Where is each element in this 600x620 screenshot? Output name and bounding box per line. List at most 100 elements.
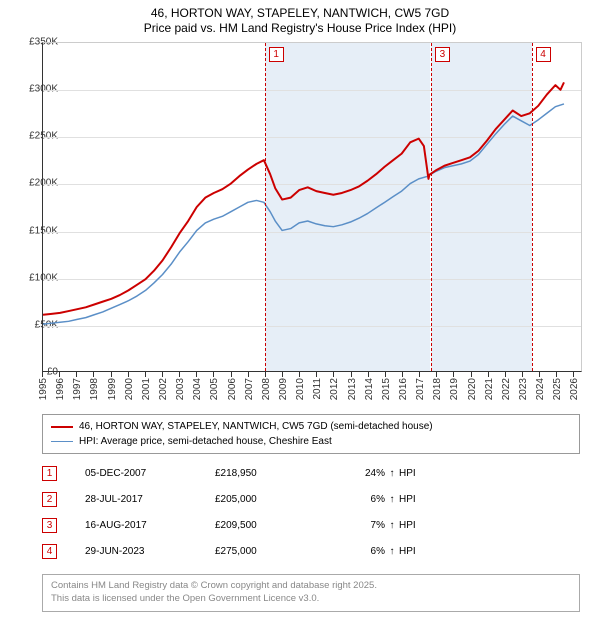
x-tick-label: 1998 [89, 378, 100, 400]
footer-line-2: This data is licensed under the Open Gov… [51, 593, 571, 606]
up-arrow-icon: ↑ [385, 494, 399, 505]
title-line-1: 46, HORTON WAY, STAPELEY, NANTWICH, CW5 … [0, 6, 600, 21]
x-tick-label: 2006 [227, 378, 238, 400]
x-tick-label: 2014 [364, 378, 375, 400]
x-tick [453, 372, 454, 377]
x-tick-label: 2024 [535, 378, 546, 400]
x-tick-label: 2023 [518, 378, 529, 400]
x-tick [419, 372, 420, 377]
x-tick-label: 2009 [278, 378, 289, 400]
event-date: 28-JUL-2017 [85, 494, 215, 505]
event-date: 29-JUN-2023 [85, 546, 215, 557]
legend-label-red: 46, HORTON WAY, STAPELEY, NANTWICH, CW5 … [79, 419, 433, 434]
legend-item-blue: HPI: Average price, semi-detached house,… [51, 434, 571, 449]
event-number-box: 4 [42, 544, 57, 559]
x-tick [179, 372, 180, 377]
table-row: 3 16-AUG-2017£209,5007%↑HPI [42, 512, 580, 538]
legend-item-red: 46, HORTON WAY, STAPELEY, NANTWICH, CW5 … [51, 419, 571, 434]
up-arrow-icon: ↑ [385, 546, 399, 557]
x-tick-label: 2011 [312, 378, 323, 400]
x-tick-label: 2019 [449, 378, 460, 400]
x-tick [282, 372, 283, 377]
footer-note: Contains HM Land Registry data © Crown c… [42, 574, 580, 612]
up-arrow-icon: ↑ [385, 520, 399, 531]
event-price: £275,000 [215, 546, 325, 557]
x-tick-label: 2001 [141, 378, 152, 400]
x-tick-label: 2020 [467, 378, 478, 400]
x-tick-label: 2021 [484, 378, 495, 400]
x-tick [76, 372, 77, 377]
x-tick-label: 2008 [261, 378, 272, 400]
chart-lines [43, 43, 581, 371]
x-tick [196, 372, 197, 377]
page-root: 46, HORTON WAY, STAPELEY, NANTWICH, CW5 … [0, 0, 600, 620]
chart-plot-area: 134 [42, 42, 582, 372]
event-marker-box: 1 [269, 47, 284, 62]
event-pct: 7% [325, 520, 385, 531]
x-tick-label: 2018 [432, 378, 443, 400]
x-tick [111, 372, 112, 377]
x-tick [59, 372, 60, 377]
x-tick-label: 2012 [329, 378, 340, 400]
x-tick [316, 372, 317, 377]
event-number-box: 2 [42, 492, 57, 507]
event-price: £218,950 [215, 468, 325, 479]
x-tick-label: 2002 [158, 378, 169, 400]
x-tick-label: 2017 [415, 378, 426, 400]
event-suffix: HPI [399, 468, 439, 479]
x-tick-label: 2015 [381, 378, 392, 400]
x-tick-label: 2000 [124, 378, 135, 400]
event-date: 05-DEC-2007 [85, 468, 215, 479]
event-pct: 24% [325, 468, 385, 479]
x-tick [539, 372, 540, 377]
event-number-box: 3 [42, 518, 57, 533]
x-tick-label: 2025 [552, 378, 563, 400]
event-price: £209,500 [215, 520, 325, 531]
x-tick [162, 372, 163, 377]
event-marker-box: 4 [536, 47, 551, 62]
x-tick [213, 372, 214, 377]
x-tick [351, 372, 352, 377]
x-tick [522, 372, 523, 377]
event-pct: 6% [325, 546, 385, 557]
x-tick-label: 2016 [398, 378, 409, 400]
legend-label-blue: HPI: Average price, semi-detached house,… [79, 434, 332, 449]
event-suffix: HPI [399, 546, 439, 557]
event-price: £205,000 [215, 494, 325, 505]
x-tick [573, 372, 574, 377]
event-marker-line [532, 43, 533, 371]
x-tick-label: 1995 [38, 378, 49, 400]
line-hpi [43, 104, 564, 324]
x-tick-label: 2010 [295, 378, 306, 400]
up-arrow-icon: ↑ [385, 468, 399, 479]
x-tick [93, 372, 94, 377]
x-tick-label: 1997 [72, 378, 83, 400]
x-tick [505, 372, 506, 377]
x-tick [128, 372, 129, 377]
x-tick-label: 2005 [209, 378, 220, 400]
x-tick [368, 372, 369, 377]
line-price [43, 82, 564, 314]
table-row: 105-DEC-2007£218,95024%↑HPI [42, 460, 580, 486]
event-suffix: HPI [399, 494, 439, 505]
legend-swatch-blue [51, 441, 73, 442]
event-date: 16-AUG-2017 [85, 520, 215, 531]
x-tick-label: 2003 [175, 378, 186, 400]
table-row: 4 29-JUN-2023£275,0006%↑HPI [42, 538, 580, 564]
event-marker-line [431, 43, 432, 371]
x-tick [299, 372, 300, 377]
price-events-table: 105-DEC-2007£218,95024%↑HPI228-JUL-2017£… [42, 460, 580, 564]
chart-title: 46, HORTON WAY, STAPELEY, NANTWICH, CW5 … [0, 0, 600, 36]
event-pct: 6% [325, 494, 385, 505]
x-tick [402, 372, 403, 377]
x-tick-label: 2004 [192, 378, 203, 400]
legend: 46, HORTON WAY, STAPELEY, NANTWICH, CW5 … [42, 414, 580, 454]
x-tick-label: 2022 [501, 378, 512, 400]
x-tick [488, 372, 489, 377]
x-tick [471, 372, 472, 377]
x-tick [145, 372, 146, 377]
x-tick [385, 372, 386, 377]
event-suffix: HPI [399, 520, 439, 531]
x-tick-label: 2007 [244, 378, 255, 400]
x-tick [333, 372, 334, 377]
